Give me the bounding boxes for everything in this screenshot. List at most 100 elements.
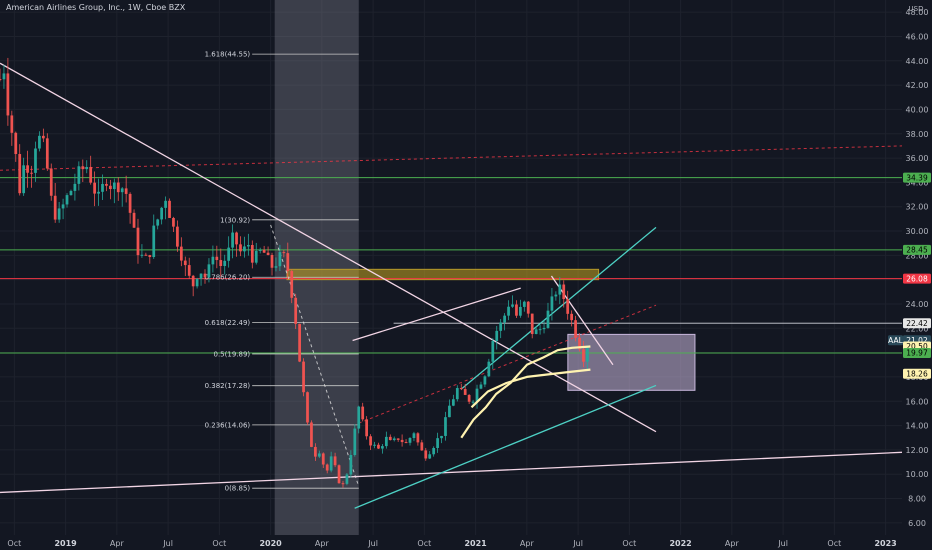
- candle-body: [471, 401, 475, 403]
- candle-body: [369, 436, 372, 446]
- candle-body: [483, 376, 487, 385]
- candle-body: [345, 474, 349, 484]
- fib-label: 0.382(17.28): [205, 382, 251, 390]
- price-tag-box: [903, 318, 931, 329]
- y-tick-label: 42.00: [906, 81, 929, 90]
- y-tick-label: 40.00: [906, 105, 929, 114]
- time-axis-bg: [0, 535, 932, 550]
- y-tick-label: 16.00: [906, 397, 929, 406]
- price-tag-value: 34.39: [906, 173, 928, 182]
- candle-body: [467, 394, 471, 402]
- fib-label: 0.5(19.89): [214, 350, 251, 358]
- candle-body: [566, 299, 570, 314]
- y-tick-label: 30.00: [906, 227, 929, 236]
- candle-body: [522, 301, 526, 307]
- candle-body: [93, 182, 96, 194]
- candle-body: [45, 138, 49, 169]
- candle-body: [400, 439, 404, 443]
- candle-body: [582, 349, 585, 362]
- fib-label: 1(30.92): [220, 216, 250, 224]
- candle-body: [290, 271, 294, 298]
- candle-body: [140, 254, 144, 256]
- candle-body: [176, 226, 179, 247]
- candle-body: [463, 389, 467, 395]
- currency-unit: USD: [909, 5, 924, 13]
- trend-line: [0, 62, 657, 433]
- candles: [0, 57, 589, 488]
- candle-body: [451, 399, 455, 406]
- candle-body: [432, 447, 436, 455]
- fib-label: 0(8.85): [225, 485, 251, 493]
- candle-body: [349, 455, 353, 475]
- candle-body: [179, 246, 183, 261]
- candle-body: [239, 244, 242, 252]
- x-tick-label: Jul: [367, 539, 378, 548]
- candle-body: [408, 437, 412, 443]
- candle-body: [392, 438, 396, 441]
- candle-body: [144, 254, 148, 256]
- candle-body: [302, 361, 305, 393]
- candle-body: [132, 212, 136, 228]
- candle-body: [22, 165, 26, 194]
- candle-body: [148, 255, 152, 258]
- time-axis[interactable]: Oct 2019 Apr Jul Oct 2020 Apr Jul Oct 2021 Apr Jul O…: [7, 539, 896, 548]
- candle-body: [183, 260, 187, 266]
- candle-body: [160, 207, 164, 220]
- candle-body: [77, 166, 81, 184]
- candle-body: [317, 453, 321, 457]
- x-tick-label: 2019: [54, 539, 77, 548]
- candle-body: [373, 444, 376, 446]
- price-tag-value: 21.02: [906, 336, 928, 345]
- candle-body: [105, 183, 108, 186]
- candle-body: [562, 284, 566, 300]
- candle-body: [511, 304, 514, 307]
- fib-label: 0.786(26.20): [205, 274, 251, 282]
- candle-body: [396, 438, 400, 440]
- candle-body: [14, 132, 18, 155]
- candle-body: [321, 453, 325, 465]
- candle-body: [388, 436, 392, 441]
- x-tick-label: 2021: [464, 539, 487, 548]
- candle-body: [412, 433, 416, 438]
- candle-body: [270, 254, 274, 268]
- candle-body: [542, 327, 546, 330]
- y-tick-label: 10.00: [906, 470, 929, 479]
- candle-body: [558, 284, 562, 295]
- candle-body: [424, 450, 428, 459]
- y-tick-label: 38.00: [906, 130, 929, 139]
- candle-body: [231, 232, 234, 248]
- horizontal-levels: [0, 177, 902, 354]
- x-tick-label: Apr: [315, 539, 330, 548]
- price-tag-value: 18.26: [906, 369, 928, 378]
- candle-body: [282, 252, 286, 254]
- candle-body: [404, 442, 408, 444]
- candle-body: [18, 154, 22, 194]
- candle-body: [49, 168, 53, 196]
- candle-body: [526, 301, 530, 314]
- candle-body: [459, 388, 463, 390]
- candle-body: [65, 195, 69, 205]
- ma_slow-line: [470, 368, 591, 409]
- candle-body: [428, 454, 432, 459]
- candle-body: [519, 306, 522, 316]
- candle-body: [487, 361, 491, 377]
- candle-body: [455, 388, 459, 400]
- candle-body: [278, 252, 282, 267]
- candle-body: [164, 200, 167, 208]
- candle-body: [365, 419, 369, 437]
- candle-body: [203, 273, 207, 278]
- candle-body: [207, 264, 211, 278]
- price-tag-box: [903, 368, 931, 379]
- candle-body: [530, 313, 534, 335]
- trend-line: [352, 287, 521, 342]
- candle-body: [499, 322, 503, 331]
- y-tick-label: 36.00: [906, 154, 929, 163]
- price-tag-box: [903, 244, 931, 255]
- price-tag-box: [903, 172, 931, 183]
- candle-body: [53, 195, 57, 220]
- dashed-line: [358, 304, 657, 424]
- y-tick-label: 48.00: [906, 8, 929, 17]
- candle-body: [38, 135, 41, 149]
- candle-body: [215, 256, 219, 261]
